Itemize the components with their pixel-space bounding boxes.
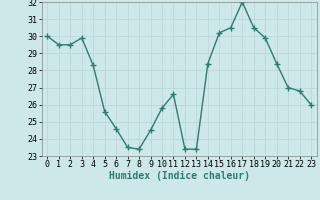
X-axis label: Humidex (Indice chaleur): Humidex (Indice chaleur) [109, 171, 250, 181]
